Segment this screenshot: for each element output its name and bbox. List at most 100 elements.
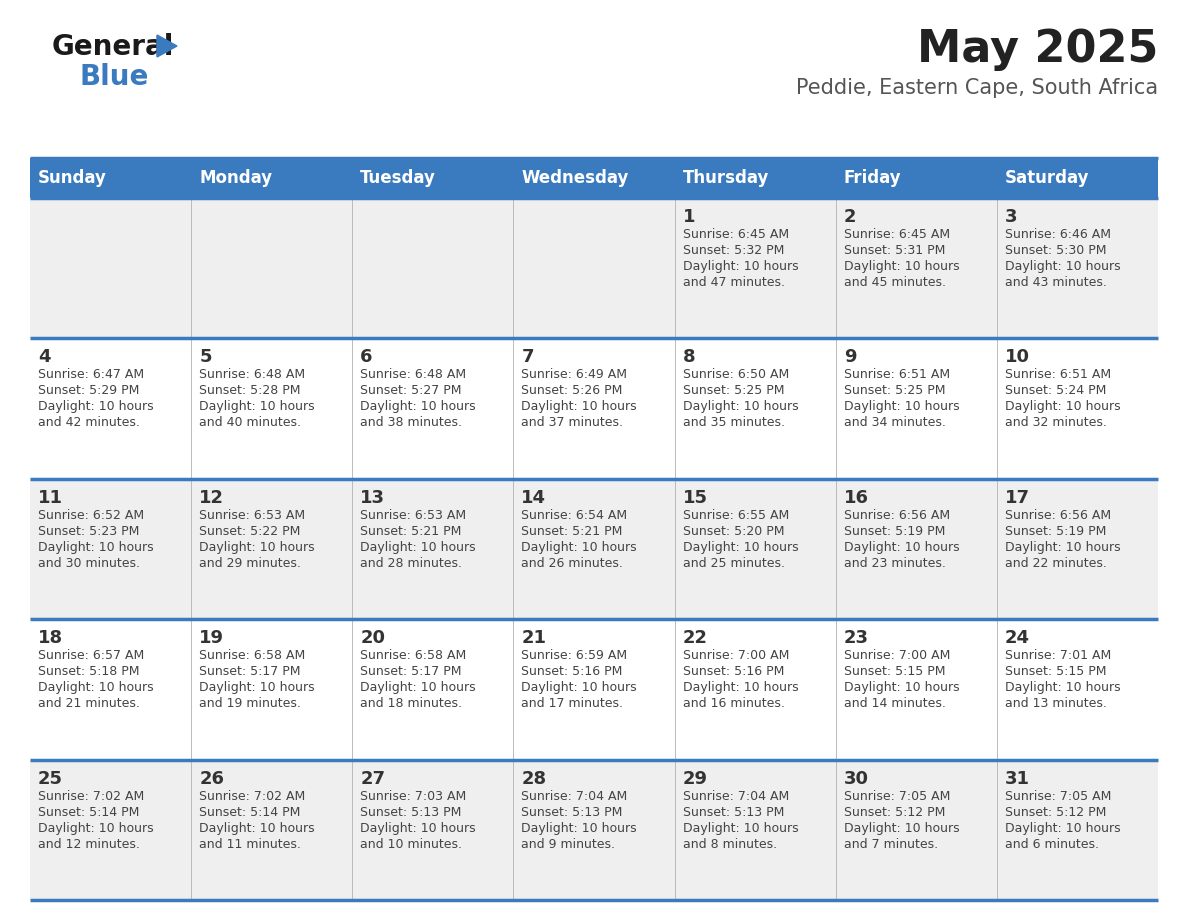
Text: and 10 minutes.: and 10 minutes.	[360, 837, 462, 851]
Bar	[191, 620, 353, 759]
Bar	[675, 198, 835, 339]
Text: and 21 minutes.: and 21 minutes.	[38, 697, 140, 711]
Text: Sunday: Sunday	[38, 169, 107, 187]
Text: and 22 minutes.: and 22 minutes.	[1005, 557, 1107, 570]
Text: Daylight: 10 hours: Daylight: 10 hours	[360, 400, 476, 413]
Bar	[30, 759, 191, 900]
Text: Sunrise: 6:59 AM: Sunrise: 6:59 AM	[522, 649, 627, 662]
Text: Sunset: 5:22 PM: Sunset: 5:22 PM	[200, 525, 301, 538]
Text: Sunset: 5:23 PM: Sunset: 5:23 PM	[38, 525, 139, 538]
Bar	[30, 339, 191, 479]
Text: 18: 18	[38, 629, 63, 647]
Text: Sunrise: 6:45 AM: Sunrise: 6:45 AM	[843, 228, 950, 241]
Text: May 2025: May 2025	[917, 28, 1158, 71]
Text: Daylight: 10 hours: Daylight: 10 hours	[843, 260, 960, 273]
Text: Sunset: 5:19 PM: Sunset: 5:19 PM	[843, 525, 946, 538]
Text: Daylight: 10 hours: Daylight: 10 hours	[522, 541, 637, 554]
Text: 23: 23	[843, 629, 868, 647]
Bar	[353, 198, 513, 339]
Bar	[835, 339, 997, 479]
Bar	[191, 479, 353, 620]
Bar	[353, 339, 513, 479]
Text: Sunset: 5:21 PM: Sunset: 5:21 PM	[522, 525, 623, 538]
Text: and 47 minutes.: and 47 minutes.	[683, 276, 784, 289]
Text: Sunrise: 7:03 AM: Sunrise: 7:03 AM	[360, 789, 467, 802]
Text: Sunset: 5:17 PM: Sunset: 5:17 PM	[360, 666, 462, 678]
Text: 11: 11	[38, 488, 63, 507]
Text: Daylight: 10 hours: Daylight: 10 hours	[522, 681, 637, 694]
Bar	[191, 339, 353, 479]
Text: 6: 6	[360, 349, 373, 366]
Text: 4: 4	[38, 349, 51, 366]
Text: 15: 15	[683, 488, 708, 507]
Bar	[835, 158, 997, 198]
Bar	[513, 198, 675, 339]
Bar	[835, 198, 997, 339]
Text: Sunset: 5:26 PM: Sunset: 5:26 PM	[522, 385, 623, 397]
Bar	[191, 759, 353, 900]
Text: Monday: Monday	[200, 169, 272, 187]
Text: 21: 21	[522, 629, 546, 647]
Text: Sunrise: 6:53 AM: Sunrise: 6:53 AM	[200, 509, 305, 521]
Text: Sunset: 5:13 PM: Sunset: 5:13 PM	[522, 806, 623, 819]
Text: Sunrise: 6:58 AM: Sunrise: 6:58 AM	[360, 649, 467, 662]
Text: 24: 24	[1005, 629, 1030, 647]
Bar	[30, 198, 191, 339]
Text: Sunset: 5:25 PM: Sunset: 5:25 PM	[843, 385, 946, 397]
Text: Daylight: 10 hours: Daylight: 10 hours	[683, 541, 798, 554]
Bar	[353, 620, 513, 759]
Text: Daylight: 10 hours: Daylight: 10 hours	[200, 681, 315, 694]
Bar	[997, 759, 1158, 900]
Bar	[513, 158, 675, 198]
Bar	[353, 759, 513, 900]
Text: Daylight: 10 hours: Daylight: 10 hours	[843, 822, 960, 834]
Text: and 29 minutes.: and 29 minutes.	[200, 557, 301, 570]
Text: Sunrise: 6:56 AM: Sunrise: 6:56 AM	[1005, 509, 1111, 521]
Text: 22: 22	[683, 629, 708, 647]
Text: Sunrise: 6:48 AM: Sunrise: 6:48 AM	[200, 368, 305, 381]
Text: 31: 31	[1005, 769, 1030, 788]
Text: 25: 25	[38, 769, 63, 788]
Text: Daylight: 10 hours: Daylight: 10 hours	[360, 681, 476, 694]
Text: 30: 30	[843, 769, 868, 788]
Text: Sunrise: 6:54 AM: Sunrise: 6:54 AM	[522, 509, 627, 521]
Text: and 17 minutes.: and 17 minutes.	[522, 697, 624, 711]
Text: Daylight: 10 hours: Daylight: 10 hours	[522, 400, 637, 413]
Bar	[997, 620, 1158, 759]
Text: 27: 27	[360, 769, 385, 788]
Bar	[675, 479, 835, 620]
Text: Sunrise: 7:04 AM: Sunrise: 7:04 AM	[522, 789, 627, 802]
Text: Sunset: 5:21 PM: Sunset: 5:21 PM	[360, 525, 462, 538]
Text: Sunrise: 7:02 AM: Sunrise: 7:02 AM	[38, 789, 144, 802]
Text: 29: 29	[683, 769, 708, 788]
Text: Sunrise: 6:58 AM: Sunrise: 6:58 AM	[200, 649, 305, 662]
Text: Sunrise: 6:56 AM: Sunrise: 6:56 AM	[843, 509, 950, 521]
Text: 19: 19	[200, 629, 225, 647]
Text: Sunrise: 6:48 AM: Sunrise: 6:48 AM	[360, 368, 467, 381]
Text: Daylight: 10 hours: Daylight: 10 hours	[683, 681, 798, 694]
Text: and 28 minutes.: and 28 minutes.	[360, 557, 462, 570]
Text: Daylight: 10 hours: Daylight: 10 hours	[1005, 822, 1120, 834]
Text: and 9 minutes.: and 9 minutes.	[522, 837, 615, 851]
Text: Daylight: 10 hours: Daylight: 10 hours	[38, 541, 153, 554]
Text: 2: 2	[843, 208, 857, 226]
Text: Sunrise: 7:02 AM: Sunrise: 7:02 AM	[200, 789, 305, 802]
Text: 16: 16	[843, 488, 868, 507]
Text: 10: 10	[1005, 349, 1030, 366]
Text: Daylight: 10 hours: Daylight: 10 hours	[38, 400, 153, 413]
Bar	[835, 479, 997, 620]
Text: Daylight: 10 hours: Daylight: 10 hours	[683, 822, 798, 834]
Text: Daylight: 10 hours: Daylight: 10 hours	[522, 822, 637, 834]
Bar	[675, 158, 835, 198]
Text: Thursday: Thursday	[683, 169, 769, 187]
Text: Sunset: 5:12 PM: Sunset: 5:12 PM	[1005, 806, 1106, 819]
Text: Sunrise: 6:45 AM: Sunrise: 6:45 AM	[683, 228, 789, 241]
Text: 5: 5	[200, 349, 211, 366]
Text: Daylight: 10 hours: Daylight: 10 hours	[200, 822, 315, 834]
Text: 13: 13	[360, 488, 385, 507]
Text: 17: 17	[1005, 488, 1030, 507]
Bar	[513, 339, 675, 479]
Text: Sunset: 5:15 PM: Sunset: 5:15 PM	[843, 666, 946, 678]
Text: Sunset: 5:12 PM: Sunset: 5:12 PM	[843, 806, 946, 819]
Text: and 18 minutes.: and 18 minutes.	[360, 697, 462, 711]
